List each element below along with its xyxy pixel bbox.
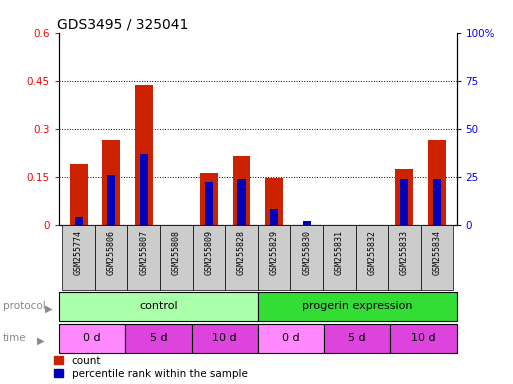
Text: GSM255831: GSM255831 bbox=[335, 230, 344, 275]
Text: progerin expression: progerin expression bbox=[302, 301, 412, 311]
Bar bbox=[125, 324, 191, 353]
Bar bbox=[200, 174, 218, 225]
Text: protocol: protocol bbox=[3, 301, 45, 311]
Bar bbox=[107, 175, 115, 225]
Bar bbox=[62, 225, 95, 290]
Bar bbox=[428, 140, 446, 225]
Text: 5 d: 5 d bbox=[348, 333, 366, 343]
Legend: count, percentile rank within the sample: count, percentile rank within the sample bbox=[54, 356, 248, 379]
Bar bbox=[356, 225, 388, 290]
Bar bbox=[290, 225, 323, 290]
Bar bbox=[265, 178, 283, 225]
Text: GSM255829: GSM255829 bbox=[269, 230, 279, 275]
Bar bbox=[258, 292, 457, 321]
Bar bbox=[238, 179, 246, 225]
Text: GSM255806: GSM255806 bbox=[107, 230, 115, 275]
Text: 5 d: 5 d bbox=[150, 333, 167, 343]
Text: 0 d: 0 d bbox=[83, 333, 101, 343]
Bar bbox=[74, 217, 83, 225]
Text: GSM255774: GSM255774 bbox=[74, 230, 83, 275]
Bar bbox=[400, 179, 408, 225]
Text: GSM255830: GSM255830 bbox=[302, 230, 311, 275]
Text: GSM255808: GSM255808 bbox=[172, 230, 181, 275]
Bar bbox=[135, 86, 153, 225]
Bar bbox=[127, 225, 160, 290]
Bar bbox=[102, 140, 120, 225]
Bar bbox=[270, 209, 278, 225]
Text: ▶: ▶ bbox=[45, 303, 52, 314]
Bar bbox=[192, 225, 225, 290]
Bar bbox=[59, 292, 258, 321]
Bar bbox=[258, 225, 290, 290]
Bar bbox=[396, 169, 413, 225]
Bar bbox=[70, 164, 88, 225]
Text: 0 d: 0 d bbox=[282, 333, 300, 343]
Bar bbox=[160, 225, 192, 290]
Bar bbox=[388, 225, 421, 290]
Bar bbox=[433, 179, 441, 225]
Bar bbox=[205, 182, 213, 225]
Bar bbox=[323, 225, 356, 290]
Bar bbox=[140, 154, 148, 225]
Text: GSM255832: GSM255832 bbox=[367, 230, 377, 275]
Bar bbox=[421, 225, 453, 290]
Bar bbox=[324, 324, 390, 353]
Text: time: time bbox=[3, 333, 26, 343]
Bar bbox=[258, 324, 324, 353]
Text: GSM255809: GSM255809 bbox=[204, 230, 213, 275]
Text: GDS3495 / 325041: GDS3495 / 325041 bbox=[57, 18, 188, 31]
Text: GSM255833: GSM255833 bbox=[400, 230, 409, 275]
Bar bbox=[59, 324, 125, 353]
Text: GSM255834: GSM255834 bbox=[432, 230, 442, 275]
Text: 10 d: 10 d bbox=[212, 333, 237, 343]
Text: control: control bbox=[139, 301, 177, 311]
Bar bbox=[95, 225, 127, 290]
Text: ▶: ▶ bbox=[37, 335, 45, 346]
Text: GSM255807: GSM255807 bbox=[139, 230, 148, 275]
Text: 10 d: 10 d bbox=[411, 333, 436, 343]
Bar bbox=[390, 324, 457, 353]
Text: GSM255828: GSM255828 bbox=[237, 230, 246, 275]
Bar bbox=[225, 225, 258, 290]
Bar bbox=[232, 156, 250, 225]
Bar bbox=[303, 221, 311, 225]
Bar bbox=[191, 324, 258, 353]
